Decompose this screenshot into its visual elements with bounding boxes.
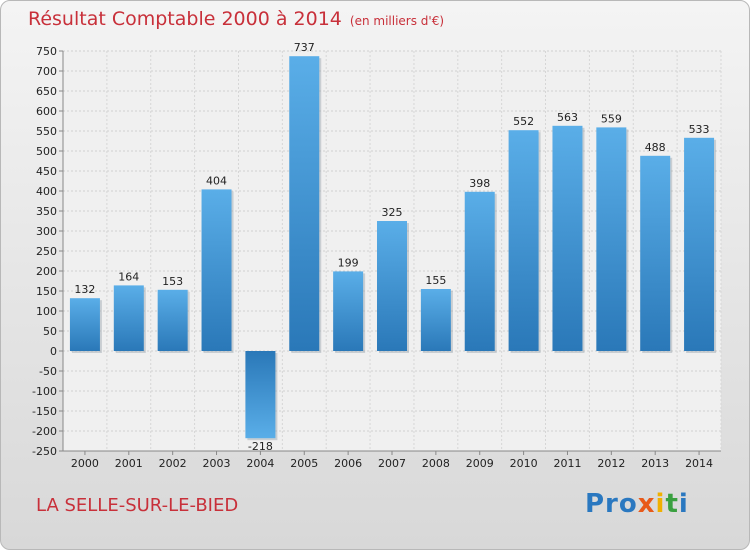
x-tick-label: 2012 (597, 457, 625, 470)
data-label-2002: 153 (162, 275, 183, 288)
chart-title: Résultat Comptable 2000 à 2014 (en millie… (28, 8, 444, 30)
x-tick-label: 2008 (422, 457, 450, 470)
y-tick-label: 200 (36, 265, 57, 278)
logo-part-5: i (678, 489, 689, 519)
chart-title-text: Résultat Comptable 2000 à 2014 (28, 8, 342, 30)
data-label-2001: 164 (118, 270, 139, 283)
x-tick-label: 2002 (159, 457, 187, 470)
y-tick-label: 750 (36, 45, 57, 58)
data-label-2013: 488 (645, 141, 666, 154)
bar-2010 (508, 130, 539, 351)
logo-part-2: x (637, 489, 656, 519)
y-tick-label: -150 (32, 405, 57, 418)
bar-layer (69, 56, 717, 441)
bar-2008 (420, 289, 451, 351)
y-tick-label: 350 (36, 205, 57, 218)
logo-part-3: i (655, 489, 666, 519)
bar-2007 (377, 221, 407, 351)
y-tick-label: -200 (32, 425, 57, 438)
x-tick-label: 2001 (115, 457, 143, 470)
x-tick-label: 2004 (246, 457, 274, 470)
bar-2001 (113, 285, 144, 351)
x-tick-label: 2013 (641, 457, 669, 470)
data-label-2011: 563 (557, 111, 578, 124)
data-label-2014: 533 (689, 123, 710, 136)
y-tick-label: 600 (36, 105, 57, 118)
y-tick-label: -100 (32, 385, 57, 398)
data-label-2007: 325 (382, 206, 403, 219)
x-tick-label: 2009 (466, 457, 494, 470)
x-tick-label: 2006 (334, 457, 362, 470)
bar-2006 (333, 271, 364, 351)
bar-2011 (552, 125, 583, 351)
data-label-2005: 737 (294, 41, 315, 54)
chart-unit: (en milliers d'€) (349, 14, 445, 28)
proxiti-logo: Proxiti (585, 489, 689, 519)
y-tick-label: 450 (36, 165, 57, 178)
y-tick-label: 550 (36, 125, 57, 138)
y-tick-label: 400 (36, 185, 57, 198)
bar-2009 (464, 191, 495, 351)
y-tick-label: 50 (43, 325, 57, 338)
y-tick-label: 700 (36, 65, 57, 78)
x-tick-label: 2003 (203, 457, 231, 470)
bar-2014 (684, 137, 715, 351)
bar-2000 (69, 298, 100, 351)
town-name: LA SELLE-SUR-LE-BIED (36, 495, 239, 516)
logo-part-4: t (665, 489, 679, 519)
y-tick-label: 650 (36, 85, 57, 98)
data-label-2010: 552 (513, 115, 534, 128)
bar-2002 (157, 289, 188, 351)
x-tick-label: 2005 (290, 457, 318, 470)
y-tick-label: 500 (36, 145, 57, 158)
y-tick-label: 100 (36, 305, 57, 318)
x-tick-label: 2010 (510, 457, 538, 470)
bar-2003 (201, 189, 232, 351)
logo-part-1: Pro (585, 489, 638, 519)
data-label-2000: 132 (74, 283, 95, 296)
y-tick-label: 250 (36, 245, 57, 258)
data-label-2012: 559 (601, 112, 622, 125)
y-tick-label: -250 (32, 445, 57, 458)
bar-2013 (640, 155, 671, 351)
bar-2012 (596, 127, 627, 352)
x-tick-label: 2000 (71, 457, 99, 470)
y-tick-label: 300 (36, 225, 57, 238)
y-tick-label: -50 (39, 365, 57, 378)
data-label-2006: 199 (338, 256, 359, 269)
x-tick-label: 2007 (378, 457, 406, 470)
y-tick-label: 150 (36, 285, 57, 298)
bar-2005 (289, 56, 320, 351)
bar-2004 (245, 351, 276, 439)
data-label-2008: 155 (425, 274, 446, 287)
x-tick-label: 2014 (685, 457, 713, 470)
x-tick-label: 2011 (553, 457, 581, 470)
axis-layer: 7507006506005505004504003503002502001501… (32, 41, 721, 470)
data-label-2003: 404 (206, 174, 227, 187)
data-label-2009: 398 (469, 177, 490, 190)
y-tick-label: 0 (50, 345, 57, 358)
data-label-2004: -218 (248, 440, 273, 453)
